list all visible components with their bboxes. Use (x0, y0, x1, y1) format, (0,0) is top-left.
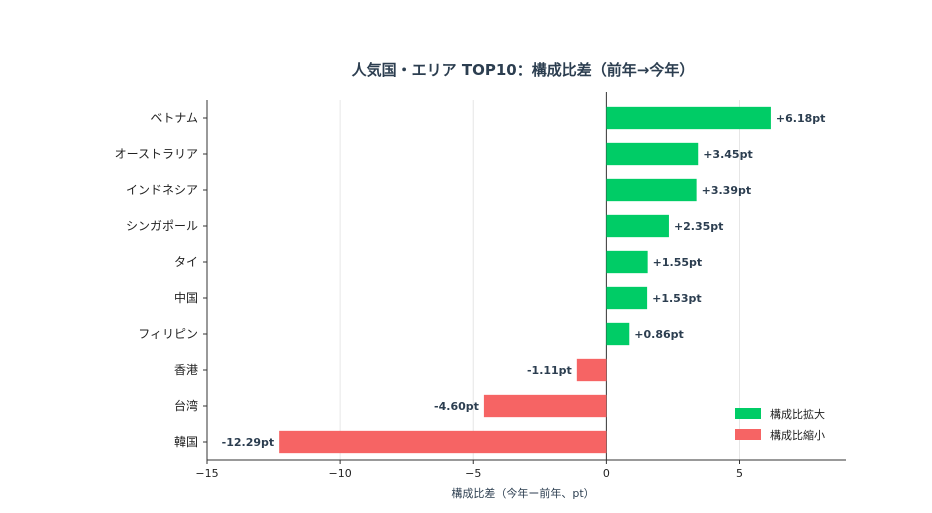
x-axis-label: 構成比差（今年ー前年、pt） (451, 486, 594, 500)
data-label: -12.29pt (222, 436, 275, 449)
bar (483, 394, 607, 418)
category-label: タイ (174, 255, 198, 269)
data-label: +0.86pt (634, 328, 684, 341)
category-label: シンガポール (126, 219, 198, 233)
x-tick-label: 0 (603, 467, 610, 480)
category-label: 台湾 (174, 398, 198, 413)
legend-label: 構成比拡大 (770, 407, 825, 421)
bar (606, 322, 630, 346)
x-tick-label: −10 (329, 467, 352, 480)
data-label: +1.55pt (653, 256, 703, 269)
bar (279, 430, 607, 454)
category-label: 中国 (174, 290, 198, 305)
x-ticks: −15 −10 −5 0 5 (195, 460, 743, 480)
legend-swatch (735, 429, 761, 440)
bar (606, 142, 699, 166)
category-label: フィリピン (138, 327, 198, 341)
x-tick-label: 5 (736, 467, 743, 480)
data-label: +3.39pt (702, 184, 752, 197)
bars (279, 106, 771, 454)
x-tick-label: −15 (195, 467, 218, 480)
data-label: +6.18pt (776, 112, 826, 125)
legend-label: 構成比縮小 (770, 428, 825, 442)
data-labels: +6.18pt +3.45pt +3.39pt +2.35pt +1.55pt +1.53… (222, 112, 826, 449)
data-label: +1.53pt (652, 292, 702, 305)
category-label: 香港 (174, 363, 198, 377)
category-label: オーストラリア (115, 147, 198, 161)
data-label: -1.11pt (527, 364, 572, 377)
bar (606, 178, 697, 202)
data-label: -4.60pt (434, 400, 479, 413)
data-label: +2.35pt (674, 220, 724, 233)
data-label: +3.45pt (703, 148, 753, 161)
category-label: インドネシア (126, 183, 198, 197)
bar (576, 358, 607, 382)
chart-title: 人気国・エリア TOP10：構成比差（前年→今年） (352, 61, 695, 79)
category-label: 韓国 (174, 435, 198, 449)
bar (606, 286, 648, 310)
bar (606, 250, 648, 274)
x-tick-label: −5 (465, 467, 481, 480)
category-label: ベトナム (150, 111, 198, 125)
bar (606, 106, 771, 130)
bar (606, 214, 669, 238)
legend-swatch (735, 408, 761, 419)
